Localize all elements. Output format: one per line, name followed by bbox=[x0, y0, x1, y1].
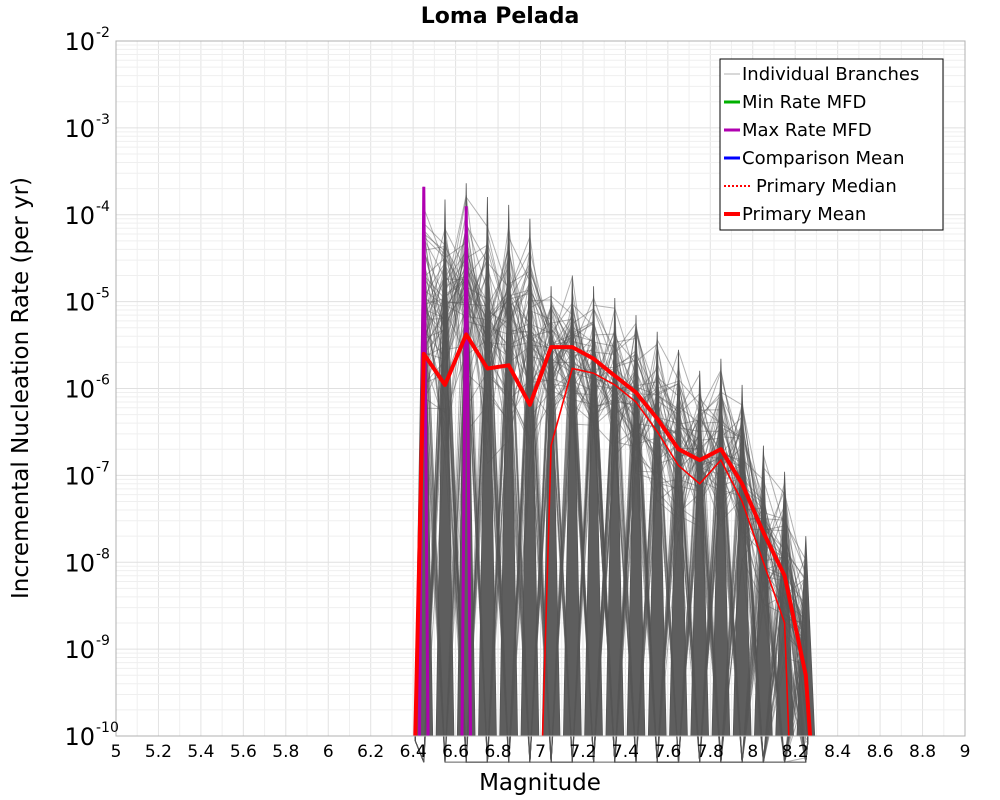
y-tick-base: 10 bbox=[64, 28, 95, 56]
y-tick-label: 10 -9 bbox=[64, 633, 110, 664]
branch-line bbox=[414, 207, 809, 763]
y-tick-exponent: -9 bbox=[96, 633, 110, 649]
grid bbox=[115, 41, 966, 737]
y-axis-label: Incremental Nucleation Rate (per yr) bbox=[8, 177, 34, 599]
x-tick-label: 5 bbox=[111, 742, 122, 762]
x-axis-label: Magnitude bbox=[479, 770, 601, 796]
x-tick-label: 6.4 bbox=[400, 742, 427, 762]
legend: Individual Branches Min Rate MFD Max Rate … bbox=[719, 58, 944, 231]
x-tick-label: 8.4 bbox=[824, 742, 851, 762]
branch-line bbox=[414, 241, 809, 763]
y-tick-base: 10 bbox=[64, 289, 95, 317]
x-tick-label: 7.6 bbox=[654, 742, 681, 762]
y-tick-base: 10 bbox=[64, 202, 95, 230]
branch-line bbox=[414, 235, 809, 763]
x-tick-label: 6.2 bbox=[357, 742, 384, 762]
x-tick-label: 6.8 bbox=[485, 742, 512, 762]
branch-line bbox=[414, 213, 809, 763]
branch-line bbox=[414, 250, 809, 763]
branch-line bbox=[414, 235, 809, 763]
y-tick-base: 10 bbox=[64, 462, 95, 490]
y-tick-base: 10 bbox=[64, 723, 95, 751]
legend-label: Max Rate MFD bbox=[742, 120, 872, 141]
branch-line bbox=[414, 223, 809, 763]
x-tick-label: 6 bbox=[323, 742, 334, 762]
x-tick-label: 8.2 bbox=[782, 742, 809, 762]
max-rate-spike bbox=[460, 206, 472, 737]
legend-label: Comparison Mean bbox=[742, 148, 905, 169]
y-tick-base: 10 bbox=[64, 376, 95, 404]
y-tick-exponent: -3 bbox=[96, 112, 110, 128]
y-tick-label: 10 -4 bbox=[64, 199, 110, 230]
y-tick-base: 10 bbox=[64, 549, 95, 577]
plot-frame bbox=[115, 40, 966, 737]
y-tick-label: 10 -7 bbox=[64, 459, 110, 490]
chart-title: Loma Pelada bbox=[421, 4, 580, 29]
y-tick-base: 10 bbox=[64, 636, 95, 664]
x-tick-label: 8.8 bbox=[909, 742, 936, 762]
branch-line bbox=[414, 274, 809, 763]
branch-line bbox=[414, 246, 809, 763]
y-tick-label: 10 -6 bbox=[64, 373, 110, 404]
x-tick-label: 5.6 bbox=[230, 742, 257, 762]
legend-item: Primary Mean bbox=[724, 204, 866, 225]
y-tick-base: 10 bbox=[64, 115, 95, 143]
x-tick-label: 7 bbox=[535, 742, 546, 762]
individual-branches bbox=[414, 183, 816, 763]
x-tick-label: 5.2 bbox=[145, 742, 172, 762]
legend-label: Min Rate MFD bbox=[742, 92, 866, 113]
y-tick-exponent: -10 bbox=[96, 720, 119, 736]
y-tick-label: 10 -2 bbox=[64, 25, 110, 56]
y-tick-exponent: -2 bbox=[96, 25, 110, 41]
legend-item: Min Rate MFD bbox=[724, 92, 866, 113]
legend-label: Primary Mean bbox=[742, 204, 866, 225]
x-tick-label: 6.6 bbox=[442, 742, 469, 762]
branch-line bbox=[414, 284, 809, 763]
y-tick-exponent: -5 bbox=[96, 286, 110, 302]
series-layer bbox=[413, 186, 813, 737]
legend-item: Max Rate MFD bbox=[724, 120, 872, 141]
legend-item: Comparison Mean bbox=[724, 148, 905, 169]
primary-mean-line bbox=[413, 332, 813, 737]
legend-item: Individual Branches bbox=[724, 64, 919, 85]
y-tick-label: 10 -5 bbox=[64, 286, 110, 317]
legend-label: Individual Branches bbox=[742, 64, 919, 85]
branch-line bbox=[414, 228, 809, 763]
y-tick-label: 10 -3 bbox=[64, 112, 110, 143]
x-tick-label: 9 bbox=[960, 742, 971, 762]
legend-item: Primary Median bbox=[724, 176, 897, 197]
x-tick-label: 5.8 bbox=[272, 742, 299, 762]
x-tick-label: 8.6 bbox=[867, 742, 894, 762]
y-tick-exponent: -7 bbox=[96, 459, 110, 475]
legend-box bbox=[719, 58, 944, 231]
y-tick-exponent: -8 bbox=[96, 546, 110, 562]
branch-line bbox=[414, 228, 809, 763]
branch-line bbox=[414, 230, 809, 763]
y-tick-exponent: -6 bbox=[96, 373, 110, 389]
branch-line bbox=[414, 257, 809, 763]
branch-line bbox=[414, 266, 809, 763]
y-tick-exponent: -4 bbox=[96, 199, 110, 215]
legend-label: Primary Median bbox=[756, 176, 897, 197]
x-tick-label: 7.8 bbox=[697, 742, 724, 762]
x-tick-label: 5.4 bbox=[187, 742, 214, 762]
x-tick-label: 8 bbox=[747, 742, 758, 762]
y-tick-label: 10 -10 bbox=[64, 720, 118, 751]
x-tick-label: 7.4 bbox=[612, 742, 639, 762]
x-tick-label: 7.2 bbox=[569, 742, 596, 762]
branch-line bbox=[414, 220, 809, 763]
y-tick-label: 10 -8 bbox=[64, 546, 110, 577]
branch-line bbox=[414, 346, 809, 763]
primary-median-line bbox=[541, 367, 790, 737]
x-tick-labels: 5 5.2 5.4 5.6 5.8 6 6.2 6.4 6.6 6.8 7 7.2 7.4 7.6 7.8 8… bbox=[111, 742, 971, 762]
